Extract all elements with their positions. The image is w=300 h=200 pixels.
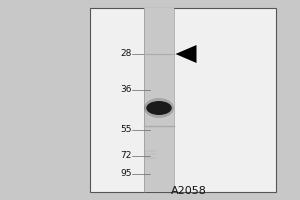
Ellipse shape — [146, 101, 172, 115]
Text: 36: 36 — [121, 85, 132, 94]
Bar — [144, 8, 174, 192]
Text: A2058: A2058 — [171, 186, 207, 196]
Polygon shape — [176, 45, 197, 63]
Ellipse shape — [144, 98, 174, 118]
Text: 95: 95 — [121, 170, 132, 178]
Text: 55: 55 — [121, 126, 132, 134]
Text: 72: 72 — [121, 152, 132, 160]
Text: 28: 28 — [121, 49, 132, 58]
Bar — [90, 8, 276, 192]
